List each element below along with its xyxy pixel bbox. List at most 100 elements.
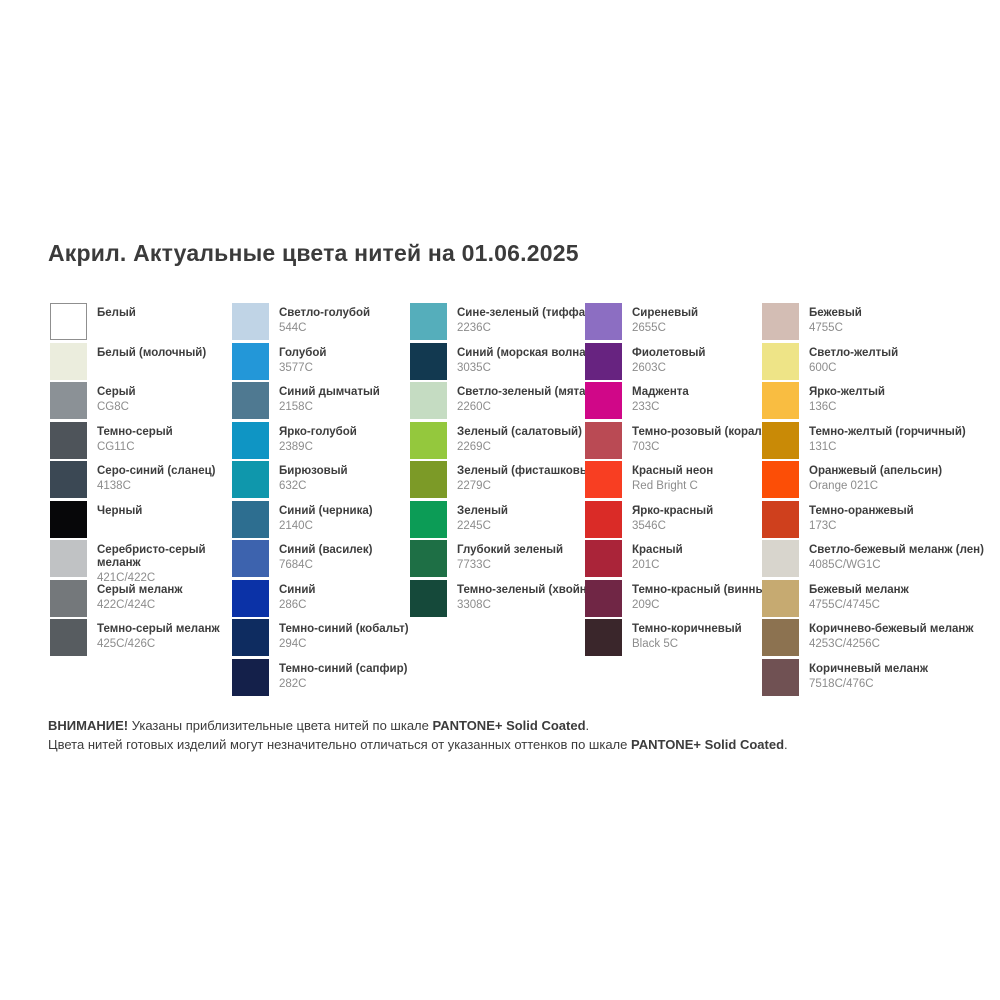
color-name: Серый меланж	[97, 583, 183, 596]
color-code: CG11C	[97, 440, 135, 453]
color-labels: Зеленый 2245C	[457, 501, 635, 533]
color-labels: Маджента 233C	[632, 382, 810, 414]
color-labels: Зеленый (фисташковый) 2279C	[457, 461, 635, 493]
color-row: Темно-синий (сапфир) 282C	[232, 658, 457, 696]
swatch-column: Сине-зеленый (тиффани) 2236C Синий (морска…	[410, 303, 635, 619]
color-name: Голубой	[279, 346, 327, 359]
color-name: Серебристо-серый меланж	[97, 544, 206, 569]
color-row: Синий (морская волна) 3035C	[410, 342, 635, 380]
color-swatch	[50, 421, 87, 459]
color-name: Белый	[97, 307, 136, 319]
color-name: Белый (молочный)	[97, 346, 207, 359]
color-code: 3546C	[632, 519, 666, 532]
color-labels: Коричнево-бежевый меланж 4253C/4256C	[809, 619, 987, 651]
color-swatch	[232, 303, 269, 340]
color-swatch	[232, 500, 269, 538]
color-name: Черный	[97, 504, 143, 517]
color-code: 2245C	[457, 519, 491, 532]
color-labels: Сиреневый 2655C	[632, 303, 810, 335]
color-name: Синий	[279, 583, 316, 596]
color-row: Коричневый меланж 7518C/476C	[762, 658, 987, 696]
color-row: Бирюзовый 632C	[232, 461, 457, 498]
swatch-column: Белый Белый (молочный) Серый CG8C Темно-серы…	[50, 303, 275, 659]
color-name: Темно-желтый (горчичный)	[809, 425, 966, 438]
color-code: 425C/426C	[97, 638, 156, 650]
color-swatch	[50, 382, 87, 419]
color-code: 4755C/4745C	[809, 598, 880, 611]
color-name: Серый	[97, 386, 136, 398]
color-row: Черный	[50, 500, 275, 538]
color-labels: Черный	[97, 501, 275, 518]
color-labels: Синий дымчатый 2158C	[279, 382, 457, 414]
color-swatch	[762, 500, 799, 538]
color-name: Синий (морская волна)	[457, 346, 590, 359]
color-name: Темно-синий (сапфир)	[279, 662, 408, 675]
color-name: Оранжевый (апельсин)	[809, 465, 943, 477]
color-code: 282C	[279, 677, 307, 690]
color-labels: Голубой 3577C	[279, 343, 457, 375]
color-swatch	[232, 461, 269, 498]
footnote-segment: ВНИМАНИЕ!	[48, 718, 129, 733]
color-labels: Красный неон Red Bright C	[632, 461, 810, 493]
color-row: Синий (василек) 7684C	[232, 540, 457, 577]
color-swatch	[410, 303, 447, 340]
color-labels: Бежевый 4755C	[809, 303, 987, 335]
color-name: Зеленый (салатовый)	[457, 425, 582, 438]
page-title: Акрил. Актуальные цвета нитей на 01.06.2…	[48, 240, 579, 266]
color-swatch	[585, 619, 622, 656]
color-row: Бежевый 4755C	[762, 303, 987, 340]
color-code: Black 5C	[632, 638, 679, 650]
color-name: Ярко-голубой	[279, 425, 357, 438]
color-labels: Синий (морская волна) 3035C	[457, 343, 635, 375]
color-code: 2140C	[279, 519, 313, 532]
color-row: Серый меланж 422C/424C	[50, 579, 275, 617]
color-name: Светло-голубой	[279, 307, 371, 319]
color-swatch	[50, 579, 87, 617]
color-code: 233C	[632, 401, 660, 413]
color-labels: Белый	[97, 303, 275, 320]
footnote-line-2: Цвета нитей готовых изделий могут незнач…	[48, 735, 948, 754]
color-swatch	[50, 619, 87, 656]
color-name: Коричнево-бежевый меланж	[809, 623, 974, 635]
color-swatch	[585, 461, 622, 498]
color-labels: Ярко-желтый 136C	[809, 382, 987, 414]
color-swatch	[50, 342, 87, 380]
color-labels: Серебристо-серый меланж 421C/422C	[97, 540, 275, 585]
color-labels: Темно-коричневый Black 5C	[632, 619, 810, 651]
color-row: Красный неон Red Bright C	[585, 461, 810, 498]
color-swatch	[762, 579, 799, 617]
color-row: Ярко-красный 3546C	[585, 500, 810, 538]
color-code: 7733C	[457, 559, 491, 571]
color-row: Зеленый (фисташковый) 2279C	[410, 461, 635, 498]
color-name: Синий (черника)	[279, 504, 373, 517]
color-row: Коричнево-бежевый меланж 4253C/4256C	[762, 619, 987, 656]
color-row: Темно-розовый (коралл) 703C	[585, 421, 810, 459]
color-swatch	[585, 540, 622, 577]
color-swatch	[232, 382, 269, 419]
color-code: 3577C	[279, 361, 313, 374]
color-row: Синий 286C	[232, 579, 457, 617]
color-code: 2236C	[457, 322, 491, 334]
color-code: 422C/424C	[97, 598, 156, 611]
color-name: Ярко-красный	[632, 504, 714, 517]
color-swatch	[410, 461, 447, 498]
footnote-segment: .	[585, 718, 590, 733]
color-name: Маджента	[632, 386, 689, 398]
color-row: Сине-зеленый (тиффани) 2236C	[410, 303, 635, 340]
color-labels: Сине-зеленый (тиффани) 2236C	[457, 303, 635, 335]
color-swatch	[762, 421, 799, 459]
color-row: Оранжевый (апельсин) Orange 021C	[762, 461, 987, 498]
color-row: Глубокий зеленый 7733C	[410, 540, 635, 577]
color-code: 131C	[809, 440, 837, 453]
color-row: Зеленый 2245C	[410, 500, 635, 538]
color-row: Темно-оранжевый 173C	[762, 500, 987, 538]
color-row: Бежевый меланж 4755C/4745C	[762, 579, 987, 617]
footnote-segment: .	[784, 737, 788, 752]
color-swatch	[232, 421, 269, 459]
color-code: 703C	[632, 440, 660, 453]
color-swatch	[410, 500, 447, 538]
color-swatch	[585, 500, 622, 538]
color-name: Бирюзовый	[279, 465, 348, 477]
color-swatch	[585, 579, 622, 617]
